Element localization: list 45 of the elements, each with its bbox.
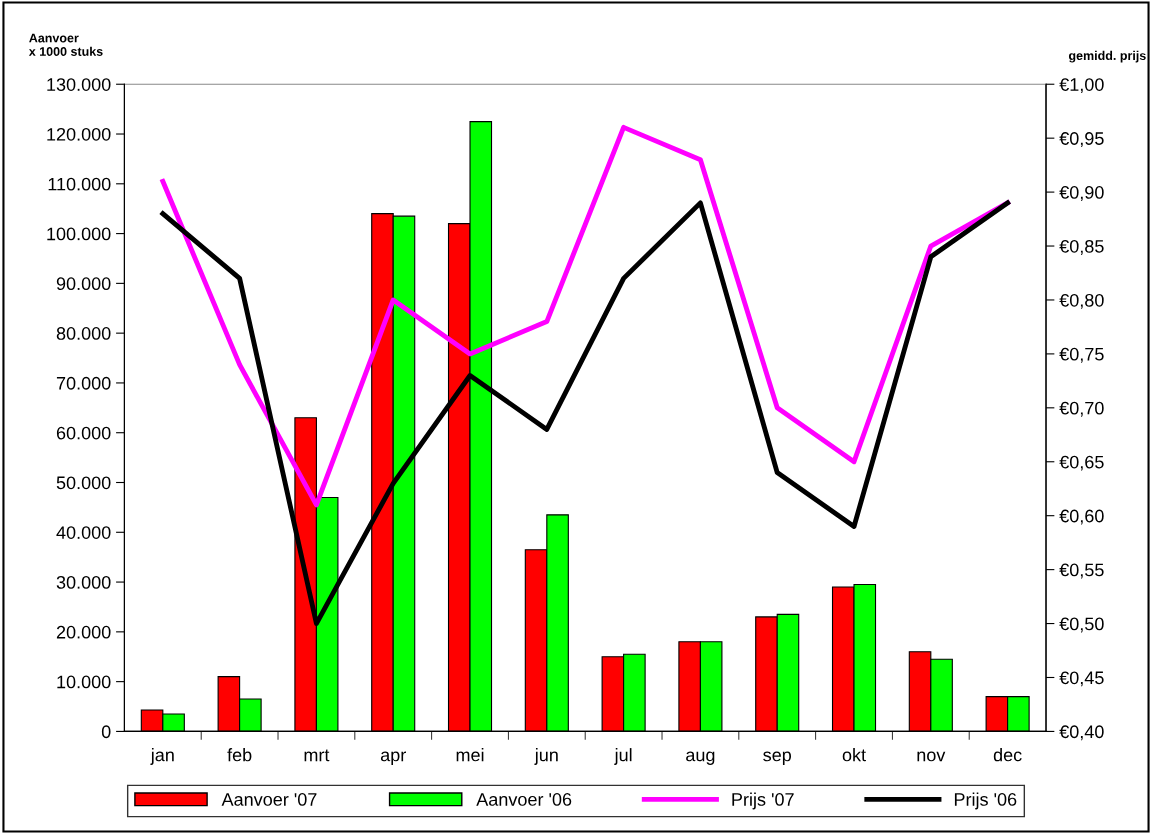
- y2-tick-label: €0,50: [1059, 617, 1104, 633]
- y2-tick-label: €0,45: [1059, 671, 1104, 687]
- y2-tick-label: €0,90: [1059, 186, 1104, 201]
- y-tick-label: 50.000: [56, 476, 111, 490]
- y-axis-title: Aanvoer x 1000 stuks: [28, 33, 103, 56]
- y2-tick-label: €0,75: [1059, 347, 1104, 363]
- y-tick-label: 10.000: [57, 675, 111, 689]
- y2-tick-label: €0,85: [1059, 239, 1104, 255]
- x-tick-label: apr: [380, 751, 406, 765]
- y2-axis-title: gemidd. prijs: [1068, 50, 1146, 63]
- y-tick-label: 70.000: [56, 376, 111, 390]
- y-tick-label: 90.000: [56, 277, 111, 291]
- y-tick-label: 60.000: [56, 426, 111, 440]
- legend-label: Prijs '07: [732, 792, 794, 810]
- y2-tick-label: €0,65: [1059, 455, 1104, 471]
- legend-label: Aanvoer '06: [476, 793, 572, 806]
- y2-tick-label: €0,95: [1059, 132, 1104, 148]
- y-tick-label: 100.000: [47, 227, 111, 241]
- legend-label: Prijs '06: [954, 792, 1017, 810]
- y-tick-label: 30.000: [56, 576, 111, 589]
- y2-tick-label: €0,80: [1059, 293, 1104, 309]
- x-tick-label: jun: [534, 748, 558, 765]
- y2-tick-label: €1,00: [1059, 78, 1104, 94]
- y2-tick-label: €0,70: [1059, 401, 1104, 417]
- y-tick-label: 110.000: [48, 177, 111, 191]
- y-tick-label: 130.000: [47, 78, 111, 91]
- y-tick-label: 40.000: [56, 526, 111, 539]
- x-tick-label: sep: [763, 751, 792, 765]
- x-tick-label: aug: [686, 751, 715, 765]
- x-tick-label: okt: [842, 748, 866, 762]
- x-tick-label: mrt: [304, 749, 330, 762]
- legend-label: Aanvoer '07: [221, 793, 317, 806]
- x-tick-label: jul: [614, 748, 632, 765]
- x-tick-label: feb: [227, 748, 252, 762]
- y2-tick-label: €0,55: [1059, 563, 1104, 579]
- y-tick-label: 20.000: [56, 625, 111, 639]
- y-tick-label: 120.000: [47, 127, 111, 141]
- y-tick-label: 80.000: [56, 327, 111, 340]
- x-tick-label: dec: [993, 748, 1022, 762]
- y-tick-label: 0: [101, 725, 111, 739]
- y2-tick-label: €0,40: [1059, 725, 1104, 741]
- x-tick-label: nov: [917, 751, 946, 762]
- x-tick-label: mei: [456, 748, 484, 762]
- y2-tick-label: €0,60: [1059, 509, 1104, 525]
- x-tick-label: jan: [150, 748, 174, 765]
